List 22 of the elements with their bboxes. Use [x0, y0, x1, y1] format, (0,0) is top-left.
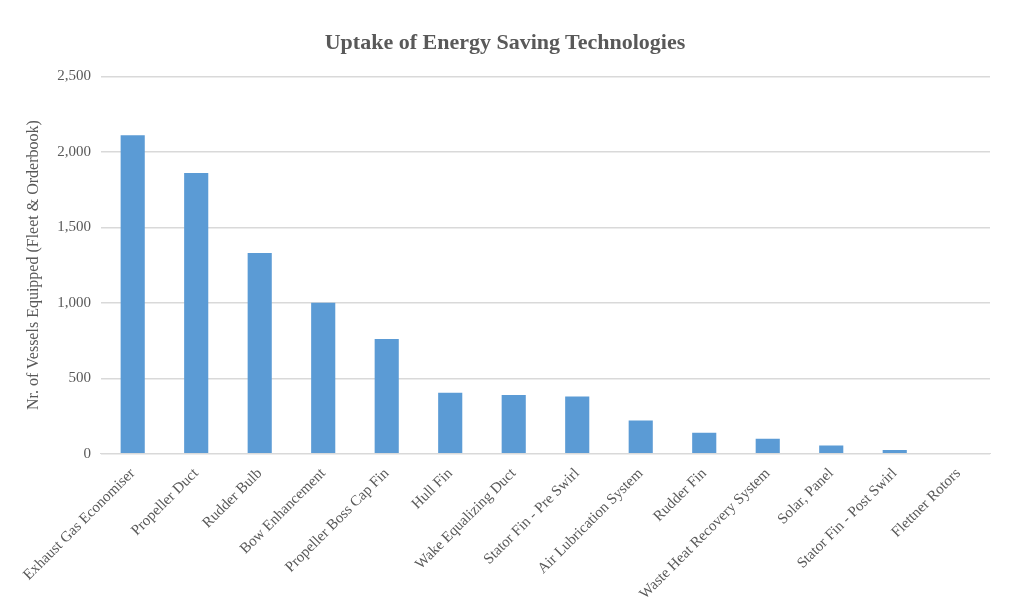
bar	[565, 396, 590, 454]
bar	[184, 173, 209, 454]
bar	[501, 394, 526, 454]
bar	[692, 432, 717, 454]
bar	[628, 420, 653, 454]
y-axis-title: Nr. of Vessels Equipped (Fleet & Orderbook)	[23, 120, 42, 411]
y-tick-label: 1,000	[57, 293, 91, 310]
bar	[819, 445, 844, 454]
bar	[438, 392, 463, 454]
bar	[755, 438, 780, 454]
bar	[120, 135, 145, 454]
y-tick-label: 2,500	[57, 67, 91, 84]
chart-title: Uptake of Energy Saving Technologies	[324, 28, 686, 54]
y-tick-label: 2,000	[57, 142, 91, 159]
bar	[311, 302, 336, 454]
bar	[882, 450, 907, 454]
bar	[247, 253, 272, 454]
bar	[374, 339, 399, 454]
x-tick-label: Hull Fin	[408, 464, 456, 512]
y-tick-label: 0	[83, 444, 91, 461]
y-tick-label: 1,500	[57, 218, 91, 235]
y-tick-label: 500	[68, 369, 91, 386]
